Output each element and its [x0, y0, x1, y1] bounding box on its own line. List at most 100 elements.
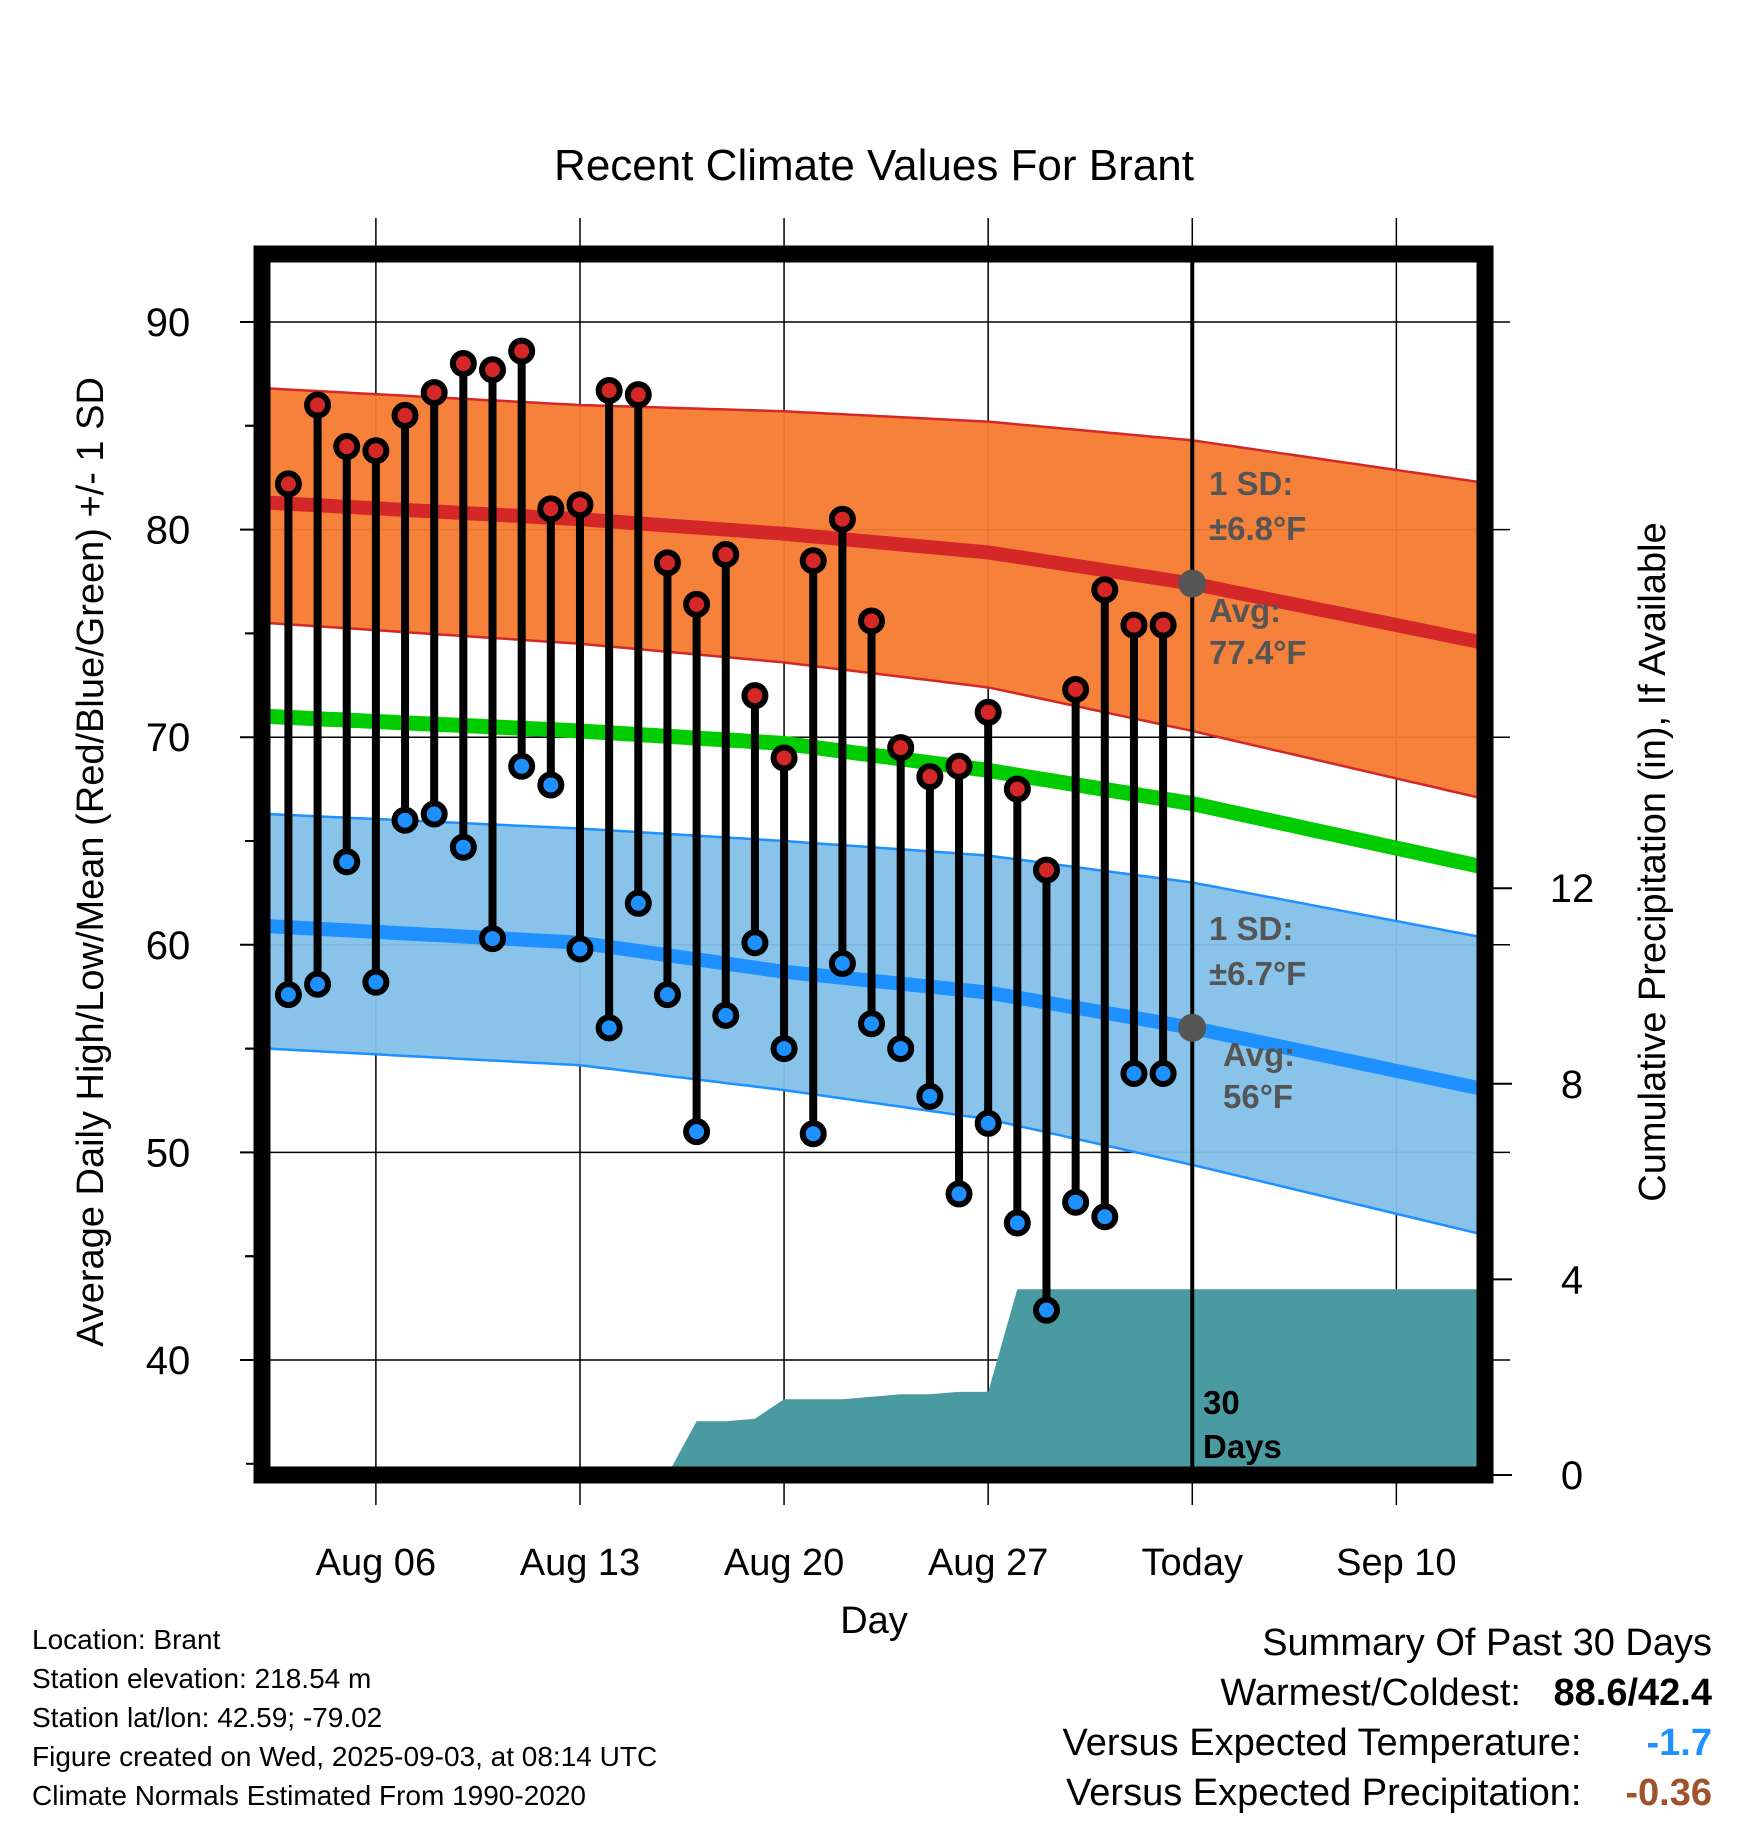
high-temp-point [887, 734, 915, 762]
station-info: Location: Brant Station elevation: 218.5… [32, 1620, 657, 1815]
high-temp-point [508, 337, 536, 365]
days-label-annotation: Days [1203, 1428, 1282, 1465]
high-temp-point [274, 470, 302, 498]
summary-panel: Summary Of Past 30 Days Warmest/Coldest:… [1063, 1618, 1712, 1818]
today-low-avg-marker [1178, 1013, 1207, 1042]
low-temp-point [449, 833, 477, 861]
elevation-text: Station elevation: 218.54 m [32, 1663, 372, 1694]
y-tick-label: 80 [146, 509, 191, 553]
low-temp-point [974, 1109, 1002, 1137]
high-temp-point [1003, 775, 1031, 803]
high-sd-upper-line [267, 387, 1479, 484]
high-temp-point [945, 752, 973, 780]
summary-precip-row: Versus Expected Precipitation: -0.36 [1063, 1768, 1712, 1818]
low-temp-point [274, 981, 302, 1009]
created-text: Figure created on Wed, 2025-09-03, at 08… [32, 1741, 658, 1772]
warmest-label: Warmest/Coldest: [1220, 1672, 1521, 1714]
high-sd-value-annotation: ±6.8°F [1209, 510, 1306, 547]
precipitation-area [597, 1289, 1478, 1475]
y-tick-label: 40 [146, 1339, 191, 1383]
precip-value: -0.36 [1625, 1772, 1712, 1814]
y2-tick-label: 12 [1550, 867, 1595, 911]
high-temp-point [1149, 611, 1177, 639]
precip-label: Versus Expected Precipitation: [1066, 1772, 1582, 1814]
x-tick-label: Sep 10 [1336, 1542, 1456, 1584]
plot-frame [253, 245, 1494, 1484]
warmest-value: 88.6/42.4 [1553, 1672, 1712, 1714]
high-temp-point [1120, 611, 1148, 639]
summary-title: Summary Of Past 30 Days [1262, 1622, 1712, 1664]
high-temp-point [828, 505, 856, 533]
latlon-text: Station lat/lon: 42.59; -79.02 [32, 1702, 383, 1733]
low-temp-point [887, 1035, 915, 1063]
y2-axis-ticks: 0 4 8 12 [1485, 867, 1594, 1498]
high-temp-point [304, 391, 332, 419]
x-tick-label: Today [1142, 1542, 1243, 1584]
high-sd-band [268, 388, 1478, 798]
x-tick-label: Aug 20 [724, 1542, 844, 1584]
low-temp-point [624, 889, 652, 917]
low-temp-point [1003, 1209, 1031, 1237]
y2-tick-label: 4 [1561, 1258, 1583, 1302]
today-high-avg-marker [1178, 569, 1207, 598]
low-temp-point [508, 752, 536, 780]
y2-tick-label: 0 [1561, 1454, 1583, 1498]
x-tick-label: Aug 06 [316, 1542, 436, 1584]
high-temp-point [1091, 576, 1119, 604]
x-tick-label: Aug 27 [928, 1542, 1048, 1584]
low-temp-point [1149, 1060, 1177, 1088]
x-axis-ticks: Aug 06 Aug 13 Aug 20 Aug 27 Today Sep 10 [316, 1542, 1457, 1584]
low-temp-point [1120, 1060, 1148, 1088]
y-tick-label: 50 [146, 1131, 191, 1175]
low-temp-point [304, 970, 332, 998]
high-temp-point [770, 744, 798, 772]
y-axis-label: Average Daily High/Low/Mean (Red/Blue/Gr… [70, 377, 112, 1347]
high-temp-point [1032, 856, 1060, 884]
x-tick-label: Aug 13 [520, 1542, 640, 1584]
chart-title: Recent Climate Values For Brant [554, 141, 1194, 190]
low-temp-point [828, 949, 856, 977]
normals-text: Climate Normals Estimated From 1990-2020 [32, 1780, 586, 1811]
low-temp-point [479, 925, 507, 953]
high-temp-point [391, 401, 419, 429]
high-temp-point [362, 437, 390, 465]
low-temp-point [858, 1010, 886, 1038]
temp-label: Versus Expected Temperature: [1062, 1722, 1582, 1764]
high-mean-line [267, 495, 1480, 649]
low-temp-point [1062, 1188, 1090, 1216]
high-avg-annotation: Avg: [1209, 592, 1281, 629]
y-axis-ticks: 40 50 60 70 80 90 [146, 301, 262, 1465]
y2-axis-label: Cumulative Precipitation (in), If Availa… [1632, 522, 1674, 1201]
high-temp-point [799, 547, 827, 575]
low-temp-point [362, 968, 390, 996]
low-sd-value-annotation: ±6.7°F [1209, 955, 1306, 992]
high-temp-point [653, 549, 681, 577]
low-temp-point [420, 800, 448, 828]
low-temp-point [333, 848, 361, 876]
high-temp-point [566, 491, 594, 519]
x-axis-label: Day [840, 1600, 908, 1642]
y-tick-label: 60 [146, 924, 191, 968]
low-temp-point [770, 1035, 798, 1063]
high-temp-point [595, 377, 623, 405]
low-sd-lower-line [267, 1047, 1479, 1235]
y-tick-label: 90 [146, 301, 191, 345]
observation-group [274, 337, 1177, 1324]
low-temp-point [566, 935, 594, 963]
high-temp-point [333, 433, 361, 461]
high-temp-point [479, 356, 507, 384]
high-temp-point [741, 682, 769, 710]
low-temp-point [1091, 1203, 1119, 1231]
low-temp-point [595, 1014, 623, 1042]
high-temp-point [420, 379, 448, 407]
high-avg-value-annotation: 77.4°F [1209, 634, 1307, 671]
high-temp-point [683, 590, 711, 618]
low-temp-point [741, 929, 769, 957]
low-avg-annotation: Avg: [1223, 1036, 1295, 1073]
summary-temp-row: Versus Expected Temperature: -1.7 [1063, 1718, 1712, 1768]
high-temp-point [1062, 675, 1090, 703]
high-temp-point [974, 698, 1002, 726]
high-temp-point [537, 495, 565, 523]
low-temp-point [653, 981, 681, 1009]
